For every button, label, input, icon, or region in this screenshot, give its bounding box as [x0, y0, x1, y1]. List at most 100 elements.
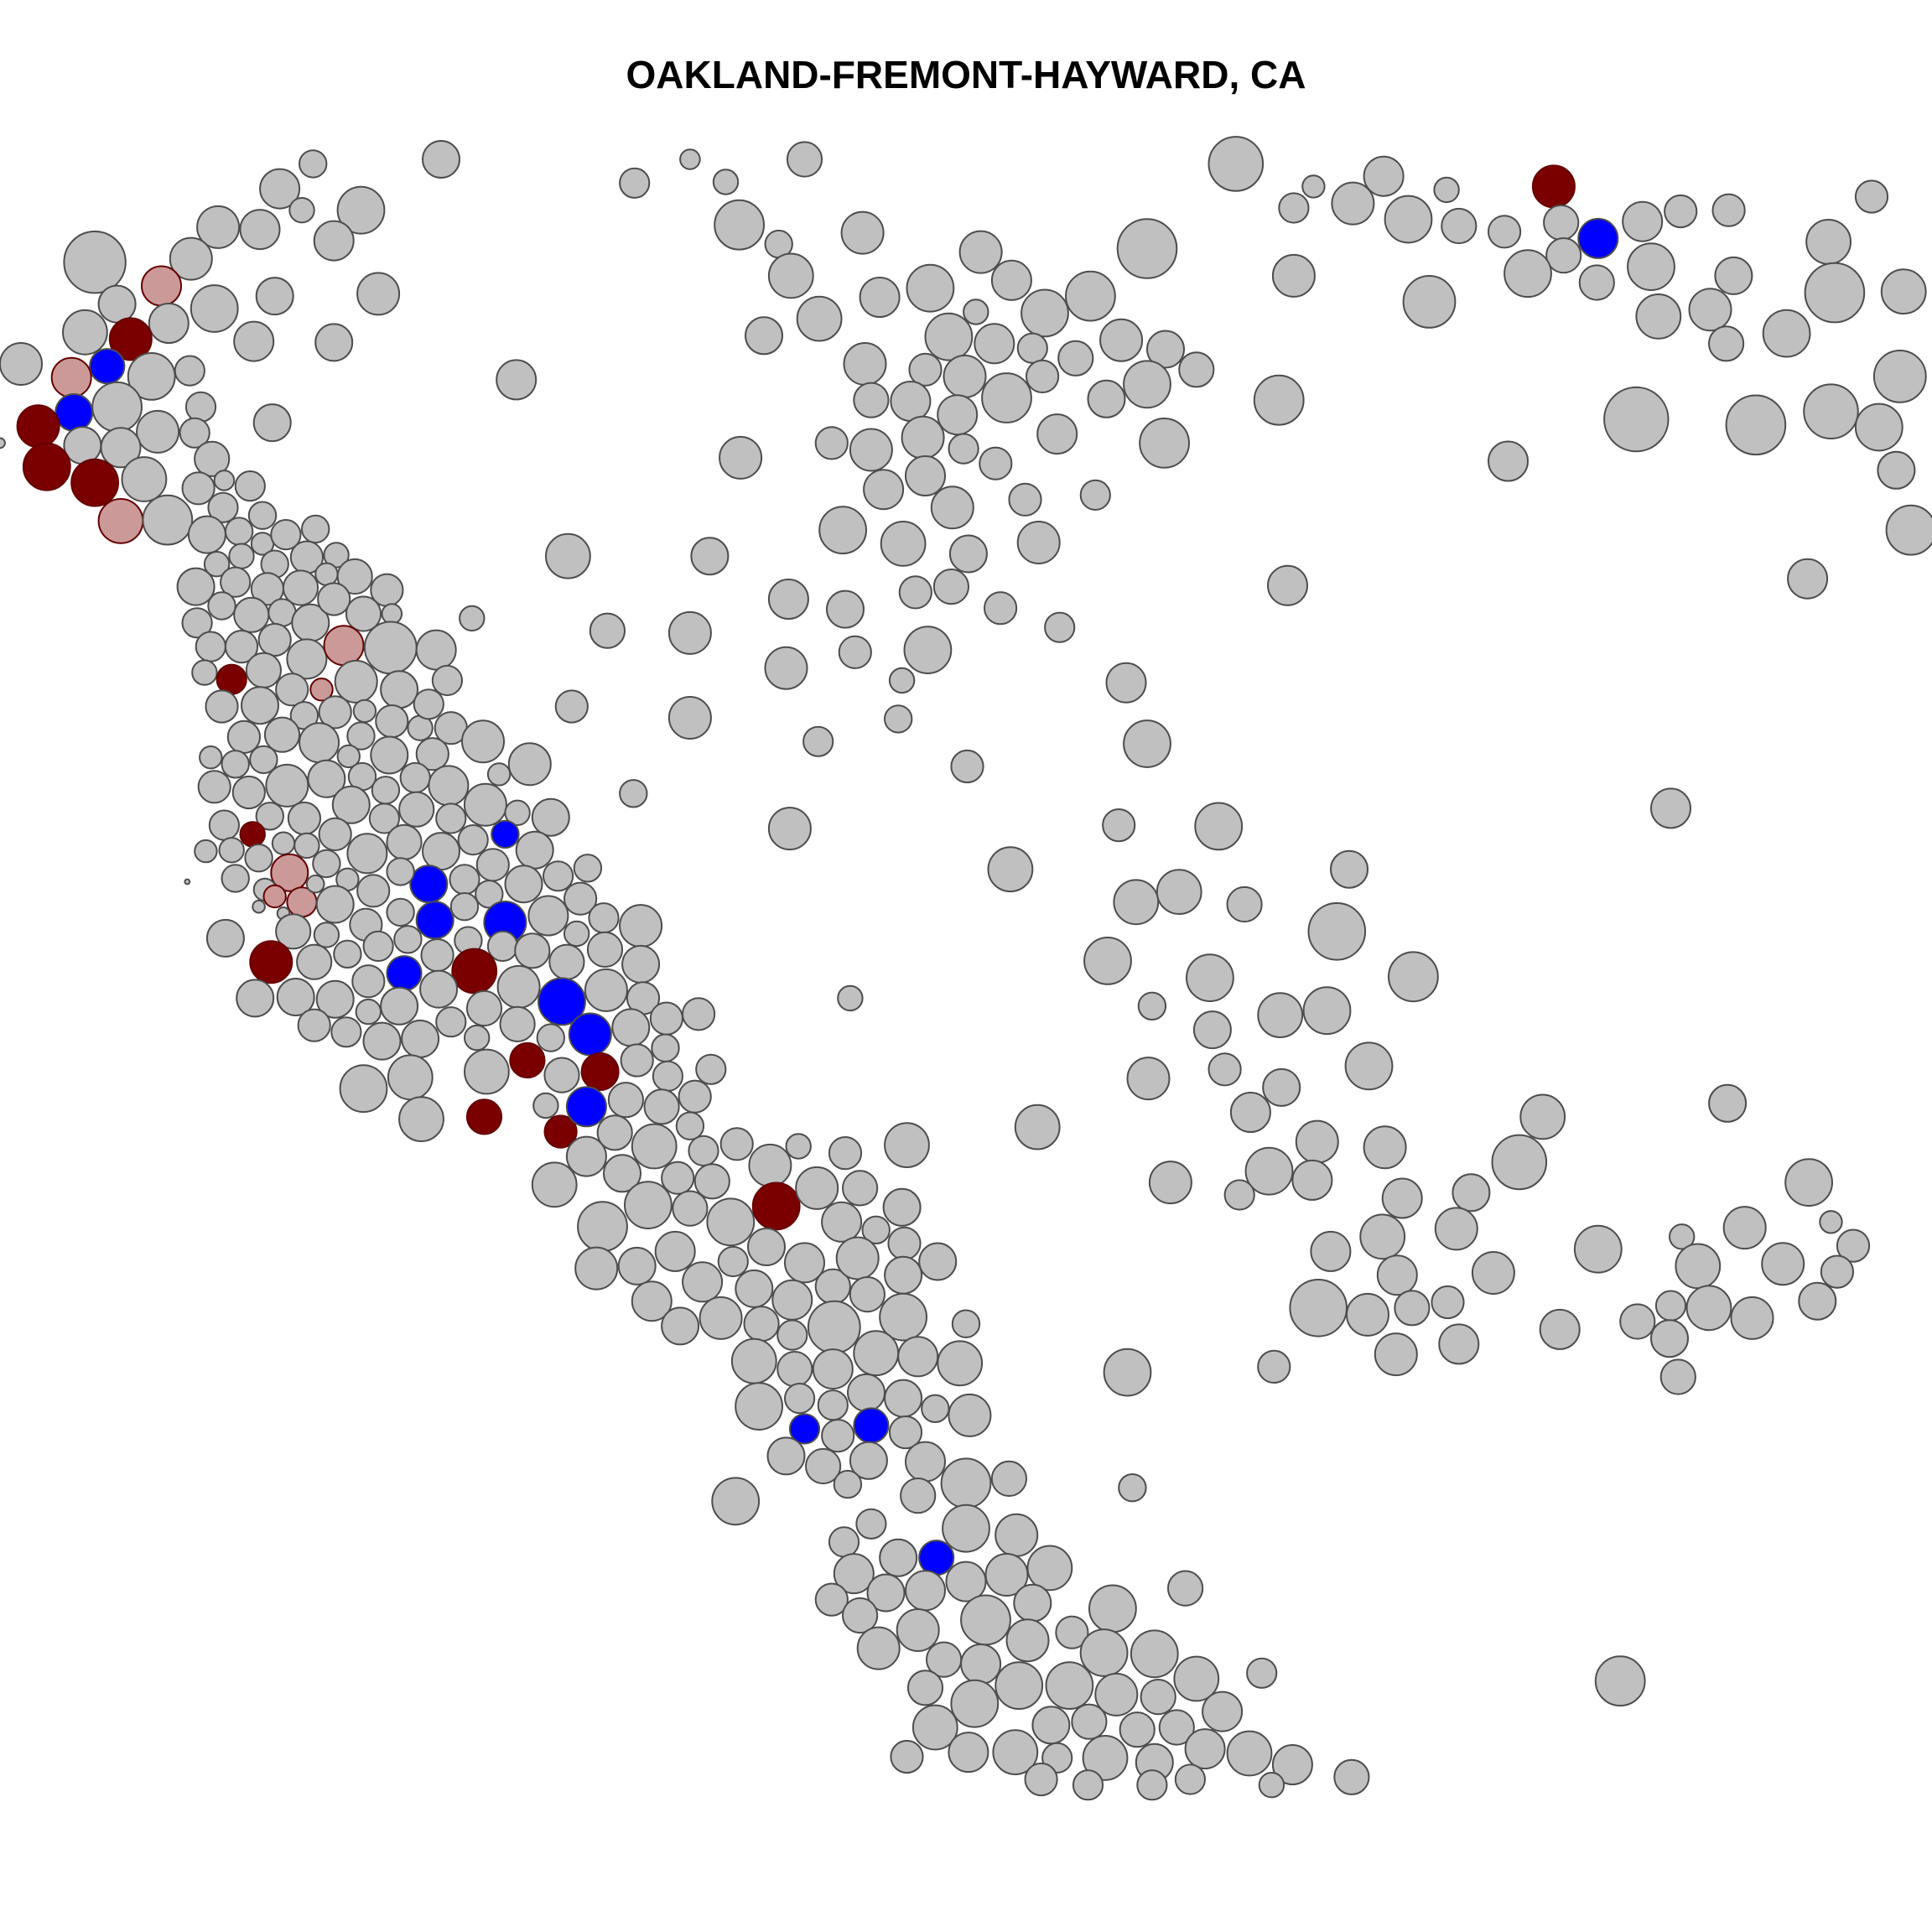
bubble-gray-300 [900, 1478, 937, 1514]
bubble-gray-390 [853, 382, 890, 418]
bubble-gray-306 [942, 1504, 990, 1553]
bubble-gray-507 [1488, 215, 1522, 249]
bubble-blue-227 [565, 1086, 607, 1128]
bubble-gray-41 [213, 470, 236, 491]
bubble-gray-445 [1186, 953, 1234, 1002]
bubble-gray-53 [228, 543, 255, 569]
bubble-gray-263 [682, 1261, 724, 1303]
bubble-gray-195 [496, 964, 541, 1009]
bubble-gray-501 [1301, 174, 1326, 199]
bubble-gray-4 [1208, 136, 1265, 192]
bubble-gray-450 [1257, 992, 1304, 1038]
bubble-gray-255 [654, 1230, 696, 1272]
bubble-gray-295 [766, 1436, 806, 1476]
bubble-gray-34 [63, 426, 102, 465]
bubble-gray-191 [315, 979, 355, 1019]
bubble-dark-red-182 [249, 940, 293, 984]
bubble-gray-112 [265, 763, 309, 808]
bubble-blue-293 [853, 1407, 890, 1444]
bubble-gray-7 [196, 205, 241, 249]
bubble-gray-498 [1659, 1358, 1696, 1395]
bubble-gray-410 [948, 534, 988, 574]
bubble-gray-314 [984, 1553, 1029, 1597]
bubble-gray-423 [838, 635, 872, 669]
bubble-gray-205 [465, 989, 503, 1027]
bubble-gray-432 [950, 749, 984, 784]
bubble-light-red-84 [309, 678, 334, 702]
bubble-gray-257 [747, 1228, 786, 1266]
chart-title: OAKLAND-FREMONT-HAYWARD, CA [626, 53, 1306, 96]
bubble-gray-456 [1229, 1092, 1271, 1133]
bubble-light-red-43 [97, 498, 144, 544]
bubble-gray-483 [1289, 1279, 1348, 1337]
bubble-gray-441 [1226, 886, 1263, 923]
bubble-gray-262 [631, 1280, 673, 1322]
bubble-gray-5 [259, 168, 301, 210]
bubble-gray-161 [315, 885, 355, 924]
bubble-gray-460 [1519, 1093, 1566, 1140]
bubble-gray-28 [91, 381, 143, 433]
bubble-gray-272 [743, 1306, 780, 1343]
bubble-blue-185 [386, 955, 423, 992]
bubble-gray-105 [221, 750, 250, 779]
bubble-gray-253 [574, 1246, 619, 1291]
bubble-gray-454 [1262, 1067, 1301, 1107]
bubble-gray-446 [1388, 951, 1439, 1003]
bubble-gray-505 [1433, 176, 1460, 204]
bubble-gray-280 [812, 1348, 854, 1390]
bubble-gray-515 [1627, 242, 1675, 292]
bubble-gray-479 [1471, 1251, 1515, 1295]
bubble-gray-130 [293, 832, 320, 860]
bubble-blue-29 [55, 393, 94, 432]
bubble-gray-459 [1363, 1125, 1407, 1170]
bubble-gray-256 [717, 1245, 749, 1278]
bubble-gray-431 [1123, 719, 1171, 768]
bubble-gray-167 [527, 895, 569, 937]
bubble-gray-334 [1094, 1672, 1139, 1716]
bubble-gray-212 [682, 997, 716, 1031]
bubble-gray-353 [1333, 1758, 1370, 1795]
bubble-gray-259 [821, 1201, 863, 1243]
bubble-gray-404 [905, 455, 946, 496]
bubble-gray-427 [554, 689, 589, 724]
bubble-gray-409 [880, 521, 927, 567]
bubble-gray-23 [0, 342, 43, 386]
bubble-gray-439 [1113, 879, 1160, 926]
bubble-gray-172 [275, 913, 312, 950]
bubble-gray-46 [247, 501, 278, 530]
bubble-gray-100 [299, 722, 340, 764]
bubble-light-red-13 [141, 265, 182, 307]
bubble-gray-396 [948, 433, 979, 465]
bubble-gray-286 [817, 1389, 849, 1421]
bubble-gray-116 [399, 761, 431, 794]
bubble-gray-468 [1452, 1173, 1491, 1213]
bubble-dark-red-249 [751, 1182, 801, 1231]
bubble-gray-17 [255, 277, 294, 316]
bubble-gray-429 [884, 704, 913, 734]
bubble-gray-522 [1762, 309, 1811, 358]
bubble-gray-474 [1669, 1223, 1696, 1250]
bubble-gray-426 [1105, 662, 1147, 704]
bubble-blue-24 [89, 348, 126, 385]
bubble-gray-312 [905, 1570, 946, 1612]
bubble-gray-267 [835, 1236, 880, 1280]
bubble-gray-417 [932, 569, 970, 605]
bubble-gray-495 [1438, 1323, 1480, 1365]
bubble-gray-52 [203, 551, 231, 578]
bubble-gray-407 [1079, 479, 1111, 512]
bubble-gray-56 [323, 542, 350, 569]
bubble-gray-322 [1055, 1615, 1089, 1649]
bubble-gray-525 [1854, 179, 1889, 214]
bubble-gray-125 [398, 791, 435, 828]
bubble-gray-494 [1374, 1332, 1418, 1377]
bubble-gray-264 [735, 1269, 774, 1308]
bubble-gray-530 [1603, 386, 1670, 453]
bubble-gray-475 [1722, 1206, 1767, 1250]
bubble-blue-309 [918, 1540, 955, 1576]
bubble-gray-316 [1167, 1570, 1204, 1607]
bubble-gray-282 [897, 1336, 939, 1378]
bubble-gray-175 [393, 925, 423, 954]
bubble-gray-536 [1885, 504, 1932, 556]
bubble-gray-275 [849, 1276, 886, 1313]
